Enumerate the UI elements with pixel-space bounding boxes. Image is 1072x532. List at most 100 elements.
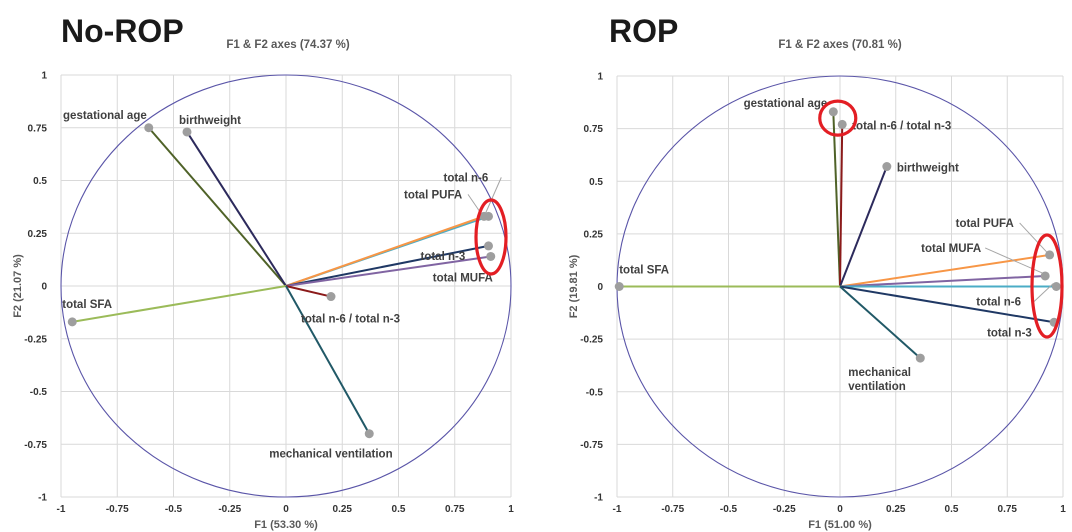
label-gestational-age: gestational age	[744, 98, 828, 110]
label-gestational-age: gestational age	[63, 110, 147, 122]
label-total-pufa: total PUFA	[956, 218, 1014, 230]
y-tick-label: 0	[41, 282, 47, 293]
label-total-sfa: total SFA	[62, 299, 112, 311]
x-tick-label: 0	[837, 504, 843, 515]
point-gestational-age	[828, 107, 838, 117]
x-tick-label: 0.5	[392, 504, 406, 515]
label-mechanical-ventilation: mechanical ventilation	[848, 367, 911, 393]
label-total-mufa: total MUFA	[433, 272, 493, 284]
y-tick-label: 0.25	[28, 229, 48, 240]
chart-panel-no-rop: -1 -0.75 -0.5 -0.25 0 0.25 0.5 0.75 1 1 0.75 0.5 0.2…	[12, 13, 514, 531]
x-tick-label: 1	[1060, 504, 1066, 515]
vector-birthweight	[186, 131, 287, 287]
y-tick-label: -0.25	[24, 334, 47, 345]
y-tick-label: -0.75	[24, 440, 47, 451]
y-tick-label: 0.5	[33, 176, 47, 187]
label-total-n-3: total n-3	[421, 251, 466, 263]
leader-line	[485, 177, 502, 214]
label-total-n-6-total-n-3: total n-6 / total n-3	[852, 120, 951, 132]
point-total-sfa	[67, 317, 77, 327]
x-tick-label: -0.5	[165, 504, 183, 515]
y-tick-label: -0.75	[580, 440, 603, 451]
x-tick-label: 0.75	[998, 504, 1018, 515]
label-birthweight: birthweight	[897, 163, 959, 175]
y-tick-label: 1	[597, 72, 603, 83]
leader-line	[1019, 222, 1047, 253]
y-tick-label: 0.75	[584, 124, 604, 135]
point-total-n-6-total-n-3	[326, 292, 336, 302]
point-birthweight	[882, 162, 892, 172]
label-total-pufa: total PUFA	[404, 189, 462, 201]
point-total-n-6	[1051, 282, 1061, 291]
label-total-n-6: total n-6	[444, 172, 489, 184]
point-total-n-6-total-n-3	[837, 119, 847, 129]
y-tick-label: -1	[38, 493, 47, 504]
x-axis-label: F1 (51.00 %)	[808, 519, 872, 531]
point-gestational-age	[144, 123, 154, 133]
y-tick-label: -0.5	[30, 387, 48, 398]
x-tick-label: 0.5	[945, 504, 959, 515]
x-tick-label: 0.75	[445, 504, 465, 515]
panel-subtitle: F1 & F2 axes (74.37 %)	[226, 39, 350, 51]
highlight-circle-top	[818, 99, 858, 137]
vector-total-n-3	[285, 244, 489, 287]
label-birthweight: birthweight	[179, 115, 241, 127]
point-total-mufa	[486, 251, 496, 261]
y-tick-label: 0.75	[28, 123, 48, 134]
x-tick-label: -0.25	[218, 504, 241, 515]
y-tick-label: 0.5	[589, 177, 603, 188]
label-total-sfa: total SFA	[619, 265, 669, 277]
vector-birthweight	[839, 166, 888, 287]
point-birthweight	[182, 127, 192, 137]
label-total-n-3: total n-3	[987, 327, 1032, 339]
vector-mechanical-ventilation	[285, 285, 371, 435]
chart-panel-rop: -1 -0.75 -0.5 -0.25 0 0.25 0.5 0.75 1 1 0.75 0.5 0.2…	[568, 13, 1066, 531]
vector-total-pufa	[839, 253, 1050, 288]
highlight-ellipse	[1030, 233, 1064, 339]
vector-total-n-6-total-n-3	[285, 285, 332, 298]
panel-subtitle: F1 & F2 axes (70.81 %)	[778, 39, 902, 51]
point-total-n-3	[484, 241, 493, 251]
x-tick-label: 0	[283, 504, 289, 515]
x-tick-label: -0.75	[661, 504, 684, 515]
y-tick-label: -0.5	[586, 387, 604, 398]
point-total-pufa	[1045, 250, 1055, 260]
vector-gestational-age	[832, 111, 841, 287]
y-tick-label: 0	[597, 282, 603, 293]
leader-line	[467, 194, 482, 214]
x-tick-label: 0.25	[886, 504, 906, 515]
y-axis-label: F2 (19.81 %)	[568, 254, 580, 318]
vector-total-mufa	[839, 274, 1046, 288]
point-total-mufa	[1040, 271, 1050, 281]
vector-total-n-6-total-n-3	[839, 124, 844, 287]
y-axis-label: F2 (21.07 %)	[12, 254, 24, 318]
panel-title: No-ROP	[61, 13, 184, 49]
vector-total-sfa	[72, 285, 287, 323]
y-tick-label: -0.25	[580, 335, 603, 346]
x-axis-label: F1 (53.30 %)	[254, 519, 318, 531]
vector-total-n-3	[839, 285, 1055, 324]
x-tick-label: 0.25	[333, 504, 353, 515]
y-tick-label: 0.25	[584, 229, 604, 240]
vector-mechanical-ventilation	[839, 285, 921, 359]
x-tick-label: 1	[508, 504, 514, 515]
label-total-mufa: total MUFA	[921, 243, 981, 255]
vector-total-pufa	[285, 215, 485, 287]
x-tick-label: -0.25	[773, 504, 796, 515]
panel-title: ROP	[609, 13, 678, 49]
point-total-sfa	[614, 282, 624, 291]
x-tick-label: -1	[57, 504, 66, 515]
correlation-circle	[60, 74, 512, 498]
vector-gestational-age	[147, 127, 287, 287]
leader-line	[1033, 283, 1054, 302]
x-tick-label: -1	[613, 504, 622, 515]
x-tick-label: -0.75	[106, 504, 129, 515]
highlight-ellipse	[474, 198, 508, 276]
label-total-n-6: total n-6	[976, 297, 1021, 309]
x-tick-label: -0.5	[720, 504, 738, 515]
label-total-n-6-total-n-3: total n-6 / total n-3	[301, 314, 400, 326]
label-mechanical-ventilation: mechanical ventilation	[269, 449, 392, 461]
point-mechanical-ventilation	[915, 353, 925, 363]
